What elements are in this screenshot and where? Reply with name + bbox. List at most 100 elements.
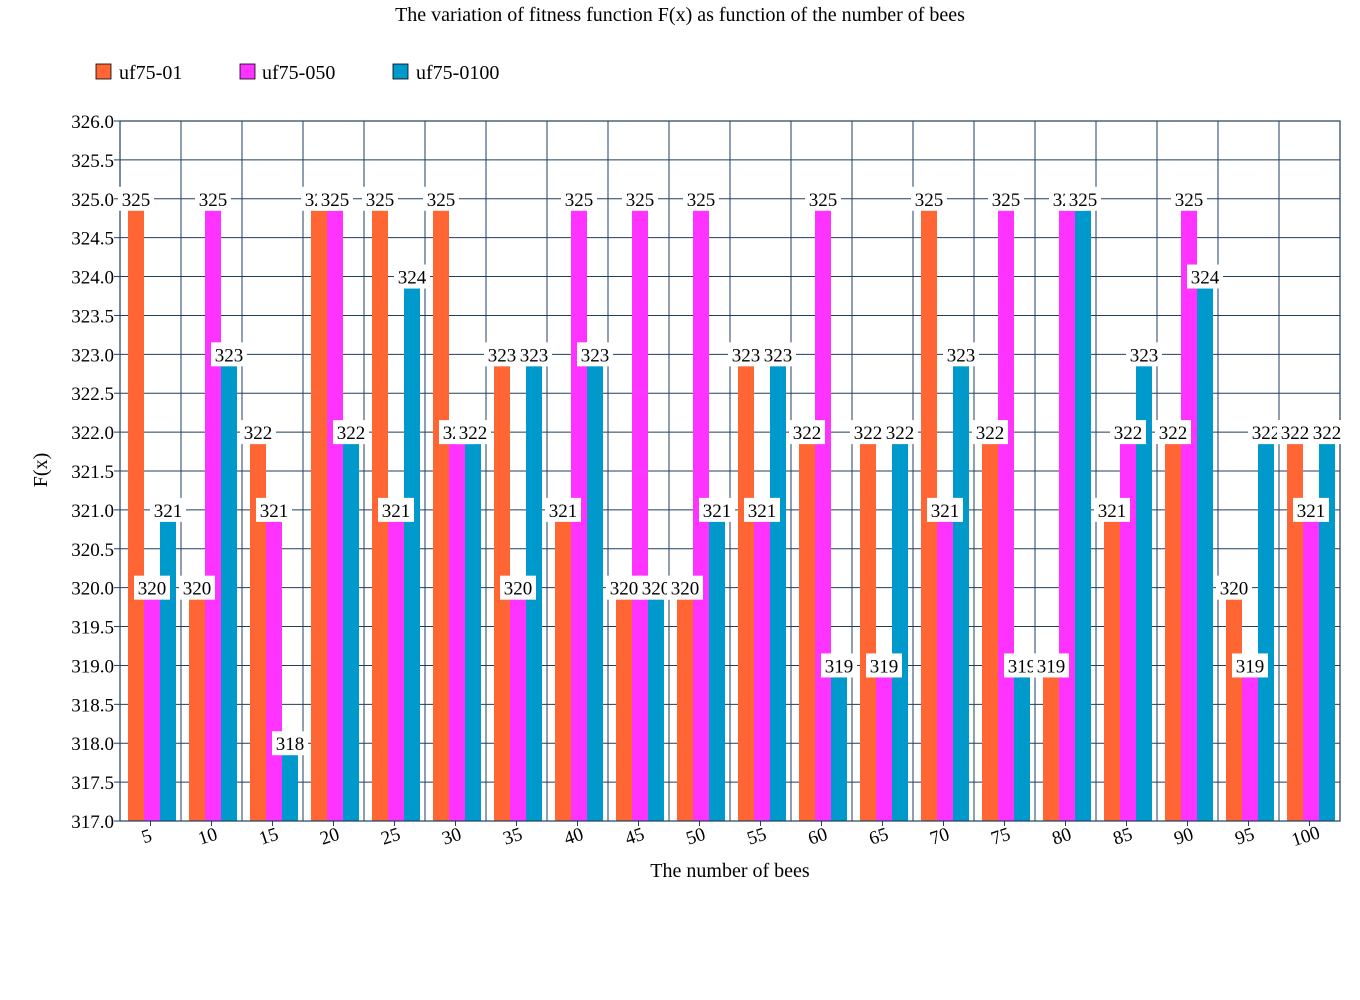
data-label-bg <box>577 342 613 367</box>
data-label-bg <box>211 342 247 367</box>
x-tick-label: 100 <box>1289 822 1323 851</box>
chart-title: The variation of fitness function F(x) a… <box>395 4 965 26</box>
y-tick-label: 320.0 <box>71 579 114 600</box>
legend-swatch-uf75-050 <box>239 63 256 80</box>
data-label-bg <box>1216 575 1252 600</box>
data-label-uf75-050-70: 321 <box>931 501 960 522</box>
data-label-bg <box>1126 342 1162 367</box>
data-label-bg <box>606 575 642 600</box>
data-label-uf75-050-50: 325 <box>687 190 716 211</box>
data-label-bg <box>744 497 780 522</box>
data-label-uf75-01-65: 322 <box>854 423 883 444</box>
x-axis-ticks: 5 10 15 20 25 30 35 40 45 50 55 60 65 70 75 80 85 90 95 100 <box>139 821 1323 851</box>
data-label-bg <box>545 497 581 522</box>
y-tick-label: 325.5 <box>71 151 114 172</box>
y-tick-label: 320.5 <box>71 540 114 561</box>
y-tick-label: 323.0 <box>71 345 114 366</box>
x-axis-label: The number of bees <box>650 860 810 882</box>
data-label-bg <box>1155 420 1191 445</box>
y-axis-ticks: 317.0 317.5 318.0 318.5 319.0 319.5 320.0 320.5… <box>71 112 120 833</box>
data-label-uf75-01-40: 321 <box>549 501 578 522</box>
data-label-bg <box>1094 497 1130 522</box>
x-tick-label: 65 <box>867 824 892 850</box>
bar-uf75-050-30 <box>449 432 465 821</box>
bar-uf75-050-25 <box>388 509 404 821</box>
bar-uf75-0100-95 <box>1258 432 1274 821</box>
y-tick-label: 321.0 <box>71 501 114 522</box>
data-label-bg <box>988 186 1024 211</box>
data-label-uf75-01-45: 320 <box>610 579 639 600</box>
data-label-bg <box>134 575 170 600</box>
data-label-bg <box>362 186 398 211</box>
data-label-uf75-01-70: 325 <box>915 190 944 211</box>
bar-uf75-01-75 <box>982 432 998 821</box>
bar-uf75-01-15 <box>250 432 266 821</box>
bar-uf75-0100-65 <box>892 432 908 821</box>
data-label-bg <box>789 420 825 445</box>
y-tick-label: 319.5 <box>71 618 114 639</box>
data-label-uf75-050-60: 325 <box>809 190 838 211</box>
data-label-bg <box>1309 420 1345 445</box>
data-label-uf75-050-45: 325 <box>626 190 655 211</box>
x-tick-label: 75 <box>989 824 1014 850</box>
bar-uf75-0100-45 <box>648 587 664 821</box>
bar-uf75-0100-75 <box>1014 665 1030 821</box>
data-label-bg <box>333 420 369 445</box>
data-label-bg <box>179 575 215 600</box>
y-tick-label: 323.5 <box>71 306 114 327</box>
data-label-bg <box>272 731 308 756</box>
data-label-uf75-0100-45: 320 <box>642 579 671 600</box>
data-labels: 325 320 321 320 325 323 322 321 318 325 325 322 325 3… <box>118 186 1345 756</box>
bar-uf75-050-55 <box>754 509 770 821</box>
legend-label-uf75-01: uf75-01 <box>119 62 182 84</box>
legend-label-uf75-050: uf75-050 <box>262 62 335 84</box>
data-label-bg <box>1187 264 1223 289</box>
data-label-bg <box>484 342 520 367</box>
data-label-bg <box>667 575 703 600</box>
data-label-uf75-050-95: 319 <box>1236 656 1265 677</box>
data-label-uf75-01-50: 320 <box>671 579 700 600</box>
data-label-uf75-01-35: 323 <box>488 345 517 366</box>
data-label-uf75-0100-50: 321 <box>703 501 732 522</box>
legend: uf75-01 uf75-050 uf75-0100 <box>95 62 499 84</box>
data-label-bg <box>317 186 353 211</box>
data-label-bg <box>500 575 536 600</box>
data-label-uf75-050-100: 321 <box>1297 501 1326 522</box>
y-tick-label: 321.5 <box>71 462 114 483</box>
data-label-uf75-0100-25: 324 <box>398 268 427 289</box>
data-label-uf75-0100-70: 323 <box>947 345 976 366</box>
bar-uf75-050-75 <box>998 198 1014 821</box>
bar-uf75-0100-20 <box>343 432 359 821</box>
bar-uf75-01-5 <box>128 198 144 821</box>
bar-uf75-050-5 <box>144 587 160 821</box>
data-label-uf75-01-10: 320 <box>183 579 212 600</box>
data-label-bg <box>882 420 918 445</box>
bar-uf75-01-45 <box>616 587 632 821</box>
bar-uf75-01-10 <box>189 587 205 821</box>
data-label-bg <box>1065 186 1101 211</box>
bar-uf75-0100-10 <box>221 354 237 821</box>
data-label-bg <box>1293 497 1329 522</box>
bar-uf75-050-65 <box>876 665 892 821</box>
y-tick-label: 326.0 <box>71 112 114 133</box>
data-label-bg <box>866 653 902 678</box>
x-tick-label: 45 <box>623 824 648 850</box>
bar-uf75-0100-60 <box>831 665 847 821</box>
data-label-bg <box>972 420 1008 445</box>
data-label-bg <box>911 186 947 211</box>
data-label-uf75-0100-5: 321 <box>154 501 183 522</box>
data-label-bg <box>622 186 658 211</box>
data-label-uf75-0100-75: 319 <box>1008 656 1037 677</box>
data-label-uf75-050-40: 325 <box>565 190 594 211</box>
data-label-uf75-050-5: 320 <box>138 579 167 600</box>
data-label-bg <box>150 497 186 522</box>
y-tick-label: 318.0 <box>71 734 114 755</box>
bar-uf75-01-60 <box>799 432 815 821</box>
data-label-bg <box>195 186 231 211</box>
data-label-bg <box>240 420 276 445</box>
bar-uf75-050-15 <box>266 509 282 821</box>
x-tick-label: 40 <box>562 824 587 850</box>
data-label-uf75-01-25: 325 <box>366 190 395 211</box>
y-axis-label: F(x) <box>30 453 52 487</box>
bar-uf75-0100-85 <box>1136 354 1152 821</box>
